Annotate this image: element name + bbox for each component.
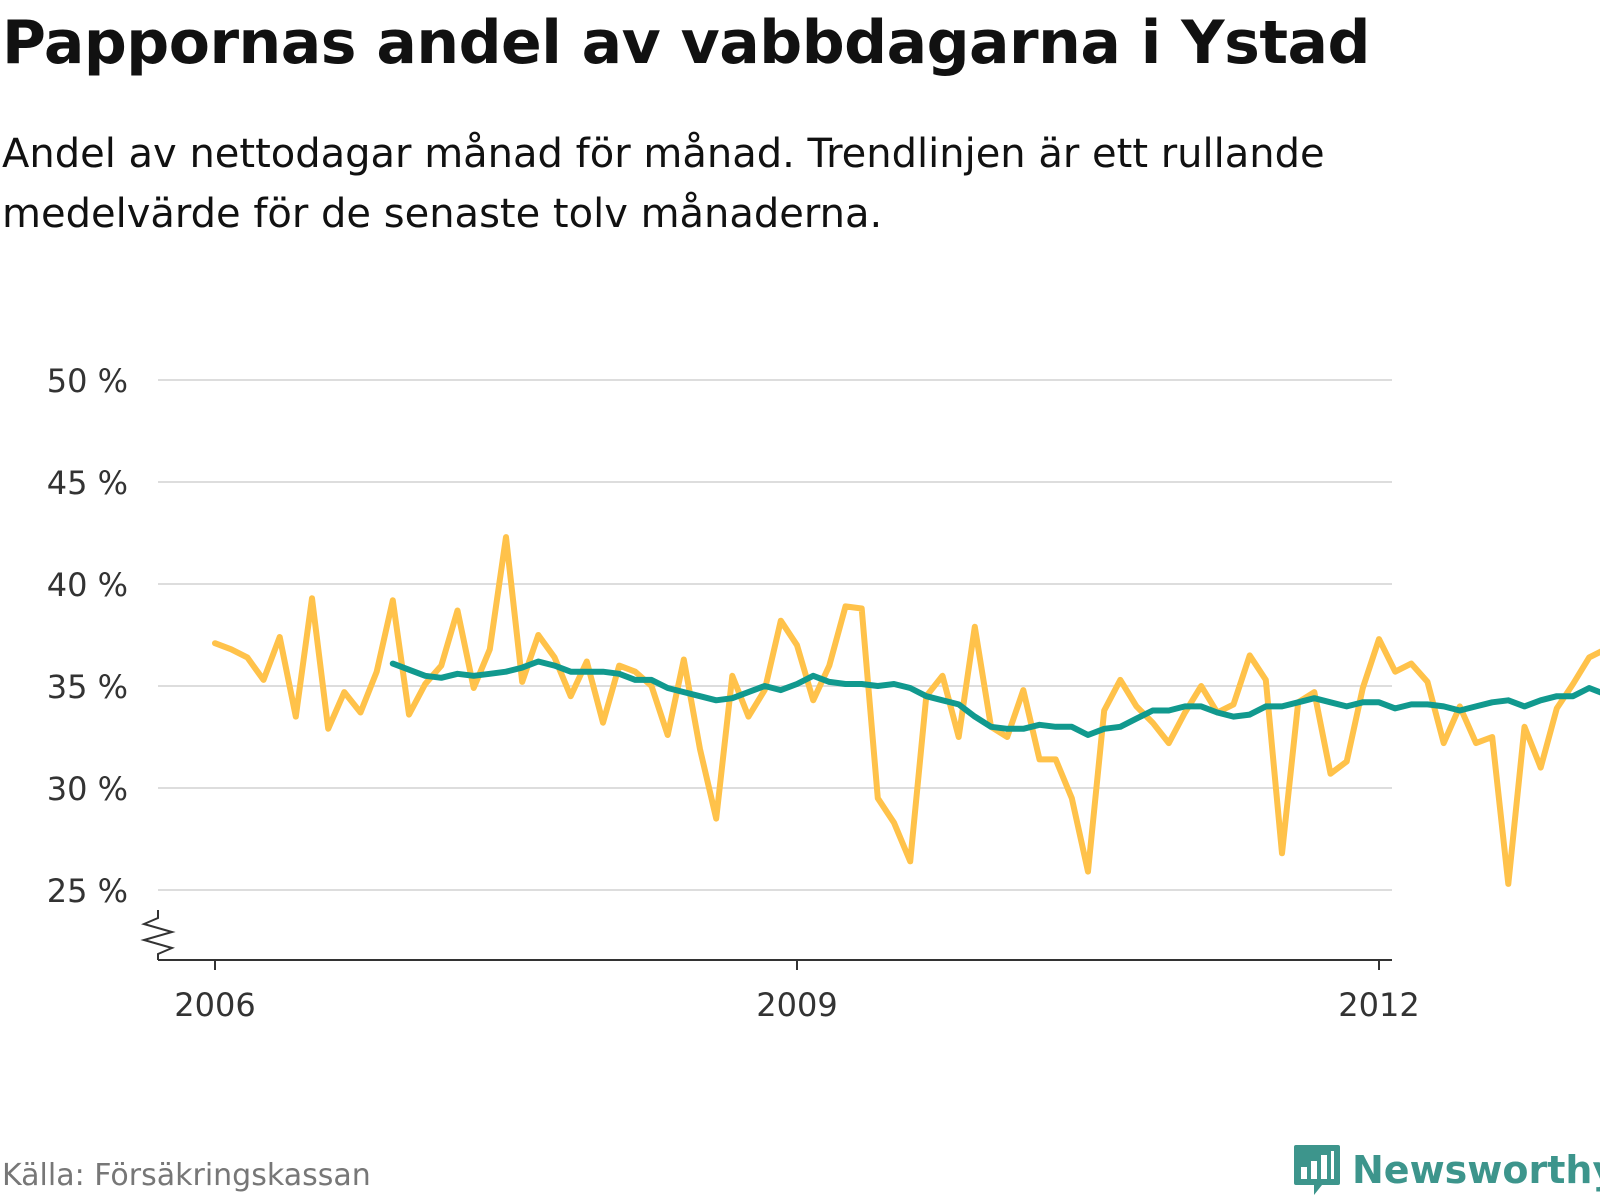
- brand-name: Newsworthy: [1352, 1148, 1600, 1192]
- y-tick-label: 25 %: [47, 872, 128, 910]
- y-tick-label: 30 %: [47, 770, 128, 808]
- series: [212, 534, 1600, 887]
- y-tick-label: 40 %: [47, 566, 128, 604]
- gridlines: [158, 379, 1392, 891]
- x-tick-label: 2012: [1338, 986, 1419, 1024]
- y-tick-label: 35 %: [47, 668, 128, 706]
- source-note: Källa: Försäkringskassan: [2, 1158, 371, 1193]
- brand-logo: Newsworthy: [1292, 1140, 1600, 1200]
- x-tick-label: 2009: [756, 986, 837, 1024]
- x-tick-label: 2006: [174, 986, 255, 1024]
- chart-title: Pappornas andel av vabbdagarna i Ystad: [2, 8, 1370, 78]
- line-chart: 25 %30 %35 %40 %45 %50 %2006200920122015…: [47, 362, 1600, 1024]
- axes: 25 %30 %35 %40 %45 %50 %2006200920122015…: [47, 362, 1420, 1024]
- y-tick-label: 50 %: [47, 362, 128, 400]
- bar-chart-speech-bubble-icon: [1294, 1145, 1340, 1195]
- series-line-trend: [389, 658, 1600, 738]
- y-tick-label: 45 %: [47, 464, 128, 502]
- y-axis-break: [140, 910, 176, 960]
- series-line-per-manad: [212, 534, 1600, 887]
- chart-subtitle: Andel av nettodagar månad för månad. Tre…: [2, 131, 1325, 237]
